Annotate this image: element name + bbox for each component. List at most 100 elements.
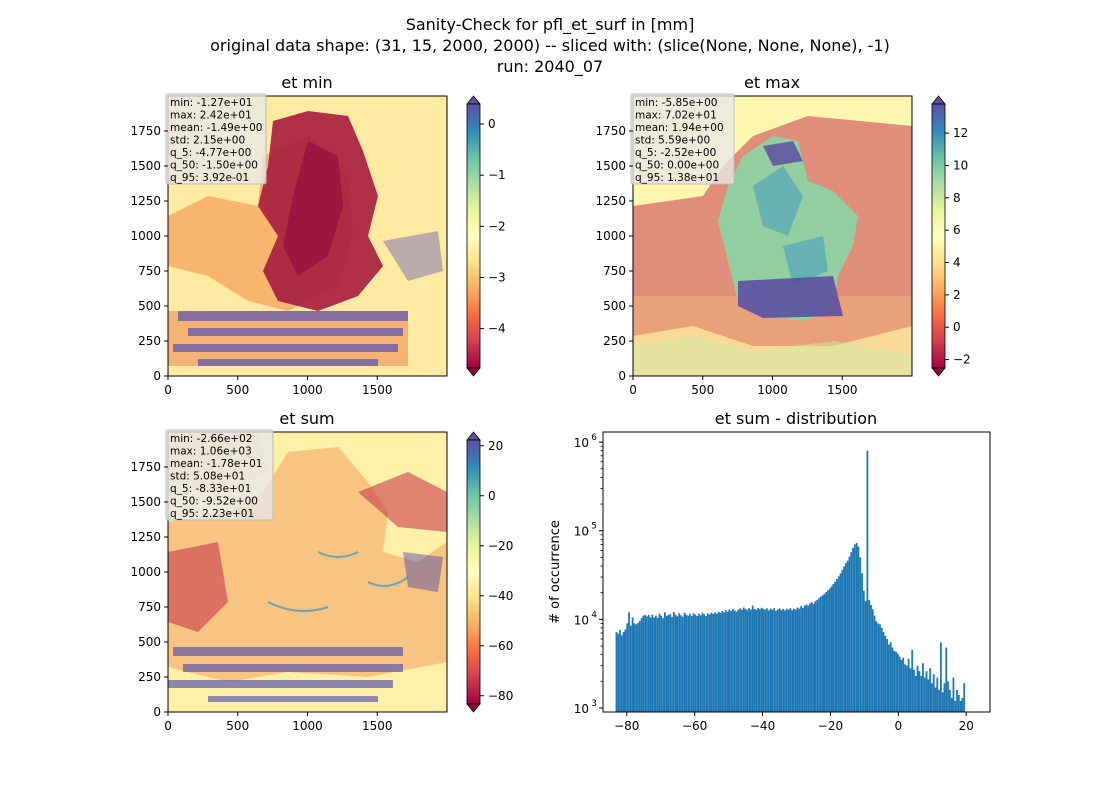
histogram-bar: [633, 623, 636, 712]
histogram-bar: [775, 610, 777, 712]
histogram-bar: [766, 608, 768, 712]
histogram-bar: [855, 542, 858, 712]
histogram-bar: [753, 608, 756, 712]
histogram-bar: [932, 674, 935, 712]
histogram-bar: [844, 563, 847, 712]
histogram-bar: [911, 650, 914, 712]
histogram-bar: [622, 631, 625, 712]
histogram-bar: [870, 605, 872, 712]
x-tick-label: −80: [614, 719, 639, 733]
histogram-bar: [787, 609, 790, 712]
histogram-bar: [665, 616, 668, 712]
histogram-bar: [626, 623, 629, 712]
histogram-bar: [848, 556, 851, 712]
colorbar-frame: [931, 103, 946, 369]
colorbar-extend-min: [466, 703, 481, 713]
histogram-bar: [902, 657, 905, 712]
y-tick-label: 500: [603, 299, 626, 313]
histogram-bar: [780, 610, 783, 712]
y-tick-exponent: 4: [591, 610, 597, 620]
y-tick-label: 10: [574, 525, 589, 539]
colorbar-tick-label: −20: [488, 539, 513, 553]
histogram-bar: [678, 613, 681, 712]
x-tick-label: 500: [691, 383, 714, 397]
histogram-bar: [809, 603, 811, 712]
histogram-bar: [961, 697, 964, 712]
colorbar-tick-label: −80: [488, 689, 513, 703]
histogram-bar: [805, 604, 808, 712]
stat-q5: q_5: -8.33e+01: [170, 483, 251, 495]
histogram-bar: [776, 609, 779, 712]
colorbar-tick-label: −60: [488, 639, 513, 653]
histogram-bar: [827, 590, 829, 712]
histogram-bar: [861, 573, 863, 712]
histogram-bar: [879, 624, 881, 712]
x-tick-label: 20: [959, 719, 974, 733]
histogram-bar: [839, 573, 842, 712]
stat-q5: q_5: -2.52e+00: [635, 147, 716, 159]
y-tick-label: 1750: [130, 124, 161, 138]
histogram-bar: [882, 631, 885, 712]
histogram-bar: [939, 642, 942, 712]
histogram-bar: [617, 633, 620, 712]
histogram-bar: [888, 644, 890, 712]
histogram-bar: [739, 608, 742, 712]
histogram-bar: [889, 642, 892, 712]
y-tick-exponent: 3: [591, 699, 597, 709]
histogram-bar: [952, 677, 955, 712]
histogram-bar: [769, 608, 772, 712]
histogram-bar: [880, 627, 883, 712]
y-axis-label: # of occurrence: [548, 520, 563, 624]
histogram-bar: [812, 603, 815, 712]
histogram-bar: [895, 651, 897, 712]
histogram-bar: [954, 700, 957, 712]
histogram-bar: [785, 608, 788, 712]
x-tick-label: 0: [164, 719, 172, 733]
colorbar-extend-min: [931, 367, 946, 377]
histogram-bar: [846, 560, 849, 712]
heatmap-axes: 0 500 1000 1500 0 250 500 750 1000 1250 1500 1750: [595, 124, 857, 397]
histogram-bar: [896, 653, 899, 712]
histogram-bar: [909, 668, 912, 712]
histogram-bar: [904, 664, 906, 712]
stat-std: std: 2.15e+00: [170, 135, 245, 147]
heatmap-plot-area: min: -2.66e+02 max: 1.06e+03 mean: -1.78…: [130, 429, 448, 733]
histogram-bar: [893, 650, 896, 712]
stats-box: min: -2.66e+02 max: 1.06e+03 mean: -1.78…: [165, 429, 274, 521]
histogram-bar: [963, 683, 966, 712]
y-tick-label: 1750: [595, 124, 626, 138]
histogram-bar: [671, 617, 673, 712]
y-tick-label: 750: [138, 600, 161, 614]
x-tick-label: 1000: [292, 383, 323, 397]
stat-mean: mean: -1.78e+01: [170, 458, 262, 470]
y-tick-label: 1000: [130, 565, 161, 579]
histogram-bar: [629, 625, 632, 712]
histogram-bar: [698, 613, 700, 712]
colorbar-tick-label: −1: [488, 168, 506, 182]
histogram-bar: [803, 605, 806, 712]
histogram-bar: [823, 593, 826, 712]
panel-title: et sum: [279, 409, 334, 428]
colorbar-gradient: [932, 104, 945, 368]
y-tick-label: 1250: [595, 194, 626, 208]
colorbar-tick-label: 0: [953, 320, 961, 334]
histogram-bar: [635, 624, 638, 712]
y-tick-label: 500: [138, 635, 161, 649]
histogram-bar: [714, 612, 716, 712]
histogram-bar: [741, 609, 743, 712]
histogram-bar: [644, 614, 647, 712]
histogram-bar: [737, 609, 740, 712]
histogram-bar: [656, 617, 659, 712]
histogram-bar: [646, 616, 648, 712]
y-tick-label: 1500: [130, 495, 161, 509]
histogram-bar: [920, 675, 923, 712]
histogram-bar: [728, 609, 731, 712]
colorbar-tick-label: 8: [953, 191, 961, 205]
histogram-bar: [762, 608, 765, 712]
colorbar-tick-label: 20: [488, 439, 503, 453]
histogram-bar: [828, 588, 831, 712]
histogram-bar: [798, 608, 801, 712]
stat-q5: q_5: -4.77e+00: [170, 147, 251, 159]
